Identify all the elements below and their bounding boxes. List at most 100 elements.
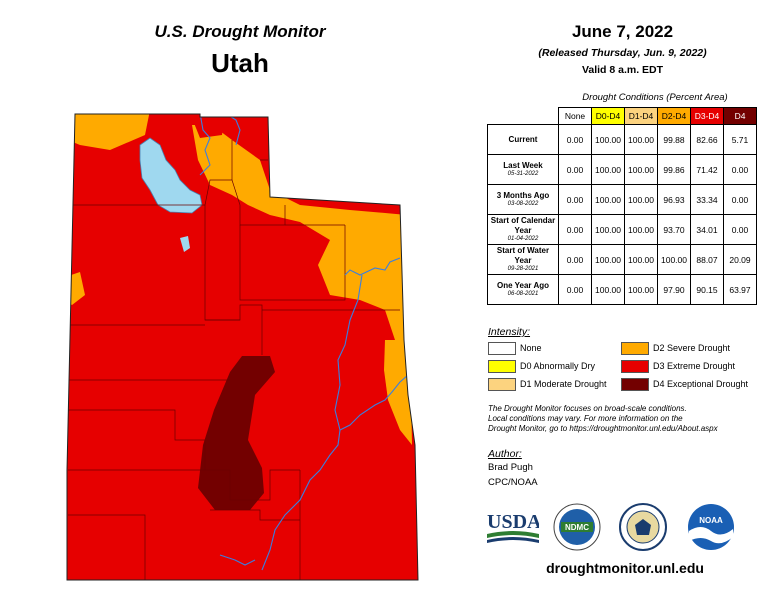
noaa-logo: NOAA <box>688 504 734 550</box>
valid-time: Valid 8 a.m. EDT <box>581 64 664 76</box>
cell: 0.00 <box>558 124 592 155</box>
cell: 97.90 <box>657 274 691 305</box>
cell: 0.00 <box>558 274 592 305</box>
ndmc-logo: NDMC <box>553 503 601 551</box>
table-row: Start of Calendar Year 01-04-2022 0.00 10… <box>487 214 757 245</box>
cell: 63.97 <box>723 274 757 305</box>
legend-item-d2: D2 Severe Drought <box>621 341 730 356</box>
cell: 34.01 <box>690 214 724 245</box>
row-label: 3 Months Ago 03-08-2022 <box>487 184 559 215</box>
cell: 0.00 <box>558 214 592 245</box>
cell: 33.34 <box>690 184 724 215</box>
swatch <box>621 360 649 374</box>
col-d4: D4 <box>723 107 757 125</box>
disclaimer-note: The Drought Monitor focuses on broad-sca… <box>488 404 758 434</box>
note-line: Local conditions may vary. For more info… <box>488 414 683 423</box>
cell: 100.00 <box>591 154 625 185</box>
cell: 99.86 <box>657 154 691 185</box>
d2-area-northeast <box>192 125 408 350</box>
swatch <box>621 378 649 392</box>
cell: 100.00 <box>591 274 625 305</box>
table-row: Current 0.00 100.00 100.00 99.88 82.66 5… <box>487 124 757 155</box>
legend-item-d3: D3 Extreme Drought <box>621 359 735 374</box>
cell: 96.93 <box>657 184 691 215</box>
conditions-title: Drought Conditions (Percent Area) <box>582 92 728 103</box>
svg-text:NOAA: NOAA <box>699 516 723 525</box>
note-line: Drought Monitor, go to https://droughtmo… <box>488 424 718 433</box>
state-title: Utah <box>211 48 269 78</box>
col-d2-d4: D2-D4 <box>657 107 691 125</box>
cell: 100.00 <box>624 124 658 155</box>
usda-logo: USDA <box>487 511 539 543</box>
svg-text:USDA: USDA <box>487 511 539 533</box>
cell: 99.88 <box>657 124 691 155</box>
legend-item-d0: D0 Abnormally Dry <box>488 359 595 374</box>
d4-area <box>198 356 275 510</box>
row-label: Start of Water Year 09-28-2021 <box>487 244 559 275</box>
table-header-row: None D0-D4 D1-D4 D2-D4 D3-D4 D4 <box>488 107 757 125</box>
county-lines <box>68 140 400 580</box>
cell: 100.00 <box>591 184 625 215</box>
cell: 0.00 <box>723 184 757 215</box>
cell: 100.00 <box>624 184 658 215</box>
swatch <box>488 360 516 374</box>
col-d0-d4: D0-D4 <box>591 107 625 125</box>
row-label: One Year Ago 06-08-2021 <box>487 274 559 305</box>
author-name: Brad Pugh <box>488 462 533 473</box>
cell: 5.71 <box>723 124 757 155</box>
utah-outline <box>66 113 419 581</box>
cell: 100.00 <box>657 244 691 275</box>
rivers <box>199 114 409 571</box>
svg-text:NDMC: NDMC <box>565 523 589 532</box>
d2-area-northwest <box>68 114 150 150</box>
cell: 100.00 <box>624 244 658 275</box>
cell: 100.00 <box>624 214 658 245</box>
swatch <box>488 378 516 392</box>
author-title: Author: <box>488 448 522 460</box>
cell: 82.66 <box>690 124 724 155</box>
conditions-table: None D0-D4 D1-D4 D2-D4 D3-D4 D4 Current … <box>487 107 757 305</box>
col-d3-d4: D3-D4 <box>690 107 724 125</box>
col-d1-d4: D1-D4 <box>624 107 658 125</box>
cell: 100.00 <box>591 214 625 245</box>
cell: 20.09 <box>723 244 757 275</box>
note-line: The Drought Monitor focuses on broad-sca… <box>488 404 687 413</box>
row-label: Start of Calendar Year 01-04-2022 <box>487 214 559 245</box>
nidis-logo <box>619 503 667 551</box>
legend-title: Intensity: <box>488 326 531 338</box>
map-date: June 7, 2022 <box>571 22 674 41</box>
d2-area-east <box>384 340 412 445</box>
legend-item-d1: D1 Moderate Drought <box>488 377 607 392</box>
cell: 0.00 <box>723 214 757 245</box>
author-org: CPC/NOAA <box>488 477 538 488</box>
map-title: U.S. Drought Monitor <box>154 22 326 41</box>
row-label: Last Week 05-31-2022 <box>487 154 559 185</box>
cell: 100.00 <box>591 244 625 275</box>
cell: 0.00 <box>558 184 592 215</box>
cell: 93.70 <box>657 214 691 245</box>
table-row: One Year Ago 06-08-2021 0.00 100.00 100.0… <box>487 274 757 305</box>
cell: 100.00 <box>624 154 658 185</box>
table-corner <box>488 108 559 125</box>
table-row: 3 Months Ago 03-08-2022 0.00 100.00 100.0… <box>487 184 757 215</box>
footer-url[interactable]: droughtmonitor.unl.edu <box>546 560 704 576</box>
col-none: None <box>558 107 592 125</box>
table-row: Start of Water Year 09-28-2021 0.00 100.0… <box>487 244 757 275</box>
d3-patch-north <box>190 114 225 138</box>
cell: 88.07 <box>690 244 724 275</box>
utah-lake <box>180 236 190 252</box>
cell: 0.00 <box>558 154 592 185</box>
cell: 100.00 <box>591 124 625 155</box>
legend-item-none: None <box>488 341 542 356</box>
great-salt-lake <box>139 137 203 214</box>
legend-item-d4: D4 Exceptional Drought <box>621 377 748 392</box>
release-date: (Released Thursday, Jun. 9, 2022) <box>538 47 707 59</box>
utah-drought-map <box>66 113 419 581</box>
cell: 90.15 <box>690 274 724 305</box>
table-row: Last Week 05-31-2022 0.00 100.00 100.00 9… <box>487 154 757 185</box>
cell: 0.00 <box>558 244 592 275</box>
row-label: Current <box>487 124 559 155</box>
cell: 0.00 <box>723 154 757 185</box>
cell: 100.00 <box>624 274 658 305</box>
swatch <box>621 342 649 356</box>
